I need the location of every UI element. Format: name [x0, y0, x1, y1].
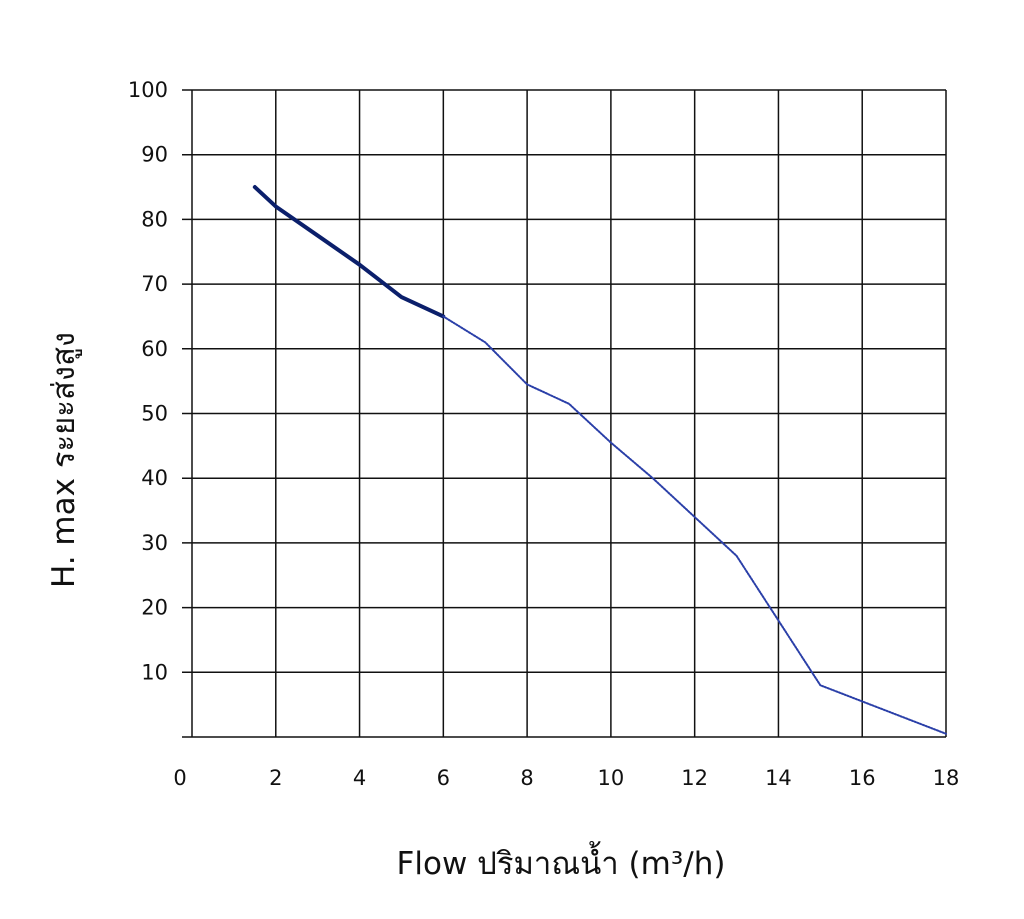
x-tick-label: 8: [520, 766, 533, 790]
y-tick-label: 80: [141, 207, 168, 231]
y-tick-label: 40: [141, 466, 168, 490]
y-tick-label: 60: [141, 337, 168, 361]
x-tick-label: 16: [849, 766, 876, 790]
y-axis-title: H. max ระยะส่งสูง: [46, 332, 82, 588]
y-tick-label: 50: [141, 402, 168, 426]
y-tick-label: 10: [141, 660, 168, 684]
y-tick-label: 100: [128, 78, 168, 102]
x-tick-label: 4: [353, 766, 366, 790]
y-tick-label: 30: [141, 531, 168, 555]
y-tick-label: 90: [141, 143, 168, 167]
x-tick-label: 18: [933, 766, 960, 790]
y-tick-label: 70: [141, 272, 168, 296]
curve-dotted-line: [442, 315, 947, 735]
tick-labels: 0 2 4 6 8 10 12 14 16 18 10 20 30 40 50 60 70 80 90 100: [128, 78, 959, 790]
series-lines: [252, 185, 947, 735]
x-tick-label: 14: [765, 766, 792, 790]
x-tick-label: 10: [598, 766, 625, 790]
x-tick-label: 6: [437, 766, 450, 790]
grid: [182, 89, 947, 738]
x-axis-title: Flow ปริมาณน้ำ (m³/h): [397, 841, 726, 882]
x-tick-label: 2: [269, 766, 282, 790]
y-tick-label: 20: [141, 596, 168, 620]
x-tick-label: 0: [173, 766, 186, 790]
curve-solid-line: [252, 185, 446, 319]
x-tick-label: 12: [681, 766, 708, 790]
